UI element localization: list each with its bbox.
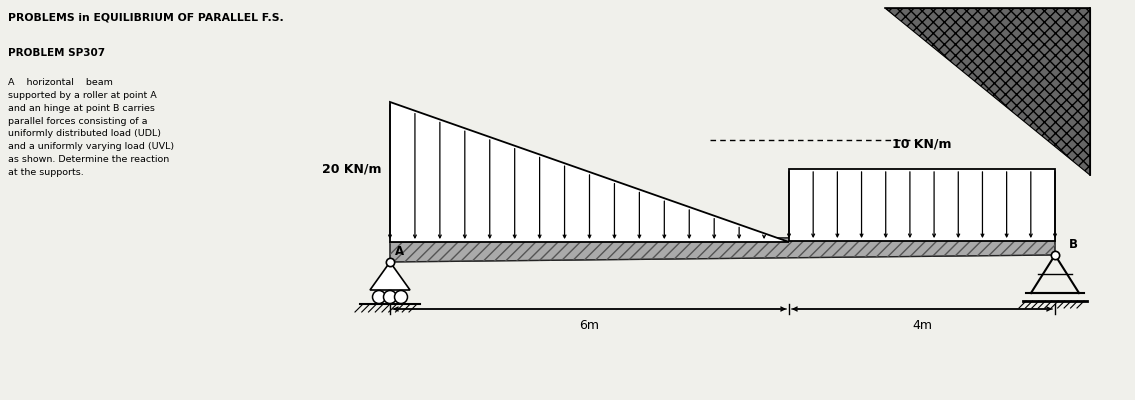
- Circle shape: [384, 290, 396, 304]
- Text: 10 KN/m: 10 KN/m: [892, 138, 952, 151]
- Text: PROBLEMS in EQUILIBRIUM OF PARALLEL F.S.: PROBLEMS in EQUILIBRIUM OF PARALLEL F.S.: [8, 12, 284, 22]
- Circle shape: [395, 290, 407, 304]
- Text: 4m: 4m: [913, 319, 932, 332]
- Text: B: B: [1069, 238, 1078, 251]
- Polygon shape: [370, 262, 410, 290]
- Polygon shape: [390, 235, 1056, 262]
- Polygon shape: [390, 102, 789, 242]
- Text: 6m: 6m: [580, 319, 599, 332]
- Polygon shape: [885, 8, 1090, 175]
- Text: 20 KN/m: 20 KN/m: [322, 163, 382, 176]
- Bar: [789, 169, 1056, 241]
- Text: A    horizontal    beam
supported by a roller at point A
and an hinge at point B: A horizontal beam supported by a roller …: [8, 78, 174, 177]
- Text: PROBLEM SP307: PROBLEM SP307: [8, 48, 106, 58]
- Circle shape: [372, 290, 386, 304]
- Text: A: A: [395, 245, 404, 258]
